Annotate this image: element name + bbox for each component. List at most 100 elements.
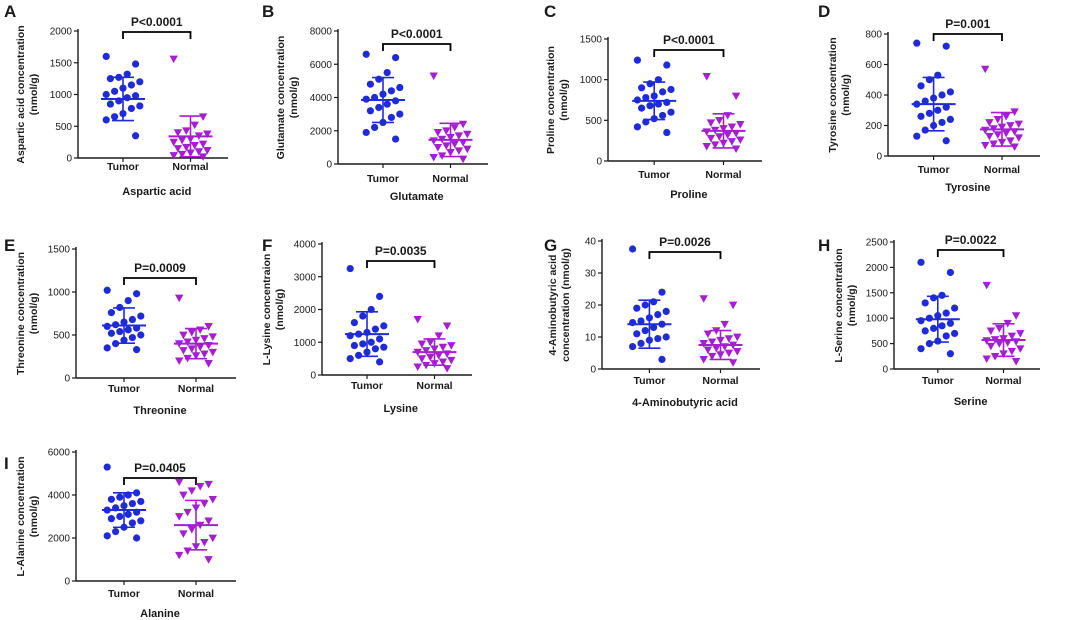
series-normal (412, 315, 457, 373)
data-point (921, 299, 929, 307)
data-point (204, 556, 213, 564)
data-point (450, 140, 459, 149)
data-point (376, 335, 384, 343)
y-axis-label-line: Glutamate concentration (275, 36, 287, 160)
group-label-tumor: Tumor (638, 169, 670, 181)
data-point (993, 131, 1002, 139)
data-point (103, 532, 111, 540)
y-tick-label: 4000 (310, 93, 333, 104)
data-point (1014, 134, 1023, 142)
data-point (387, 87, 395, 95)
group-label-normal: Normal (702, 375, 738, 387)
data-point (208, 348, 217, 357)
data-point (102, 116, 110, 124)
data-point (995, 325, 1004, 333)
data-point (203, 130, 212, 139)
y-tick-label: 2000 (866, 263, 889, 274)
group-label-tumor: Tumor (367, 173, 399, 185)
data-point (724, 349, 734, 358)
data-point (463, 145, 472, 154)
data-point (728, 359, 738, 367)
p-value: P<0.0001 (391, 27, 443, 41)
data-point (429, 137, 438, 145)
data-point (396, 83, 404, 92)
data-point (362, 128, 370, 137)
data-point (629, 245, 637, 253)
data-point (132, 60, 140, 68)
group-label-normal: Normal (178, 588, 214, 600)
data-point (913, 132, 921, 140)
data-point (137, 497, 145, 506)
y-tick-label: 10 (585, 333, 597, 344)
y-axis-label: Glutamate concentration(nmol/g) (275, 36, 300, 160)
group-label-tumor: Tumor (351, 380, 383, 392)
panel-c: C 0 500 1000 1500 Proline concentration(nmol/… (544, 2, 762, 201)
data-point (208, 333, 217, 341)
data-point (699, 340, 708, 348)
x-axis-label: Threonine (133, 405, 186, 417)
y-tick-label: 1000 (294, 338, 317, 349)
data-point (187, 329, 196, 337)
data-point (667, 108, 675, 116)
significance-bracket (653, 49, 725, 57)
data-point (650, 298, 658, 306)
significance-bracket (382, 43, 452, 51)
data-point (946, 350, 955, 358)
data-point (137, 312, 145, 320)
y-tick-label: 4000 (48, 491, 71, 502)
data-point (175, 478, 184, 487)
series-tumor (632, 56, 677, 137)
data-point (986, 327, 996, 336)
group-label-tumor: Tumor (108, 588, 140, 600)
x-axis-label: 4-Aminobutyric acid (632, 397, 738, 409)
y-axis-label-line: L-Serine concentration (833, 248, 845, 362)
data-point (136, 78, 144, 86)
data-point (951, 329, 959, 338)
y-axis-label-line: (nmol/g) (558, 79, 570, 120)
data-point (107, 515, 115, 523)
significance-bracket (366, 260, 436, 268)
data-point (703, 346, 713, 354)
y-tick-label: 500 (53, 331, 70, 342)
data-point (1006, 122, 1015, 130)
y-tick-label: 500 (55, 122, 72, 133)
x-axis-label: Serine (954, 396, 988, 408)
data-point (124, 326, 132, 334)
data-point (946, 319, 955, 327)
data-point (103, 286, 111, 294)
y-tick-label: 0 (882, 365, 888, 376)
panel-a: A 0 500 1000 1500 2000 Aspartic acid concentra… (4, 2, 228, 198)
data-point (124, 297, 132, 305)
y-tick-label: 1000 (866, 314, 889, 325)
data-point (123, 94, 131, 102)
data-point (438, 358, 448, 367)
data-point (396, 110, 404, 118)
data-point (454, 147, 464, 155)
data-point (633, 56, 642, 64)
y-tick-label: 6000 (48, 448, 71, 459)
data-point (993, 116, 1002, 124)
y-tick-label: 6000 (310, 60, 333, 71)
data-point (1011, 312, 1021, 320)
data-point (938, 118, 946, 127)
y-tick-label: 1000 (48, 288, 71, 299)
y-axis-label: L-Serine concentration(nmol/g) (833, 248, 858, 362)
y-tick-label: 600 (865, 60, 882, 71)
x-axis-label: Lysine (384, 403, 418, 415)
group-label-tumor: Tumor (108, 383, 140, 395)
data-point (106, 75, 114, 83)
data-point (654, 311, 662, 319)
data-point (715, 133, 724, 141)
data-point (116, 512, 124, 521)
data-point (204, 517, 213, 525)
data-point (702, 73, 711, 81)
data-point (733, 348, 742, 356)
data-point (434, 332, 443, 340)
data-point (458, 155, 468, 164)
p-value: P=0.001 (945, 17, 990, 31)
data-point (917, 82, 925, 90)
y-tick-label: 0 (64, 577, 70, 588)
data-point (942, 309, 950, 317)
data-point (116, 493, 124, 501)
